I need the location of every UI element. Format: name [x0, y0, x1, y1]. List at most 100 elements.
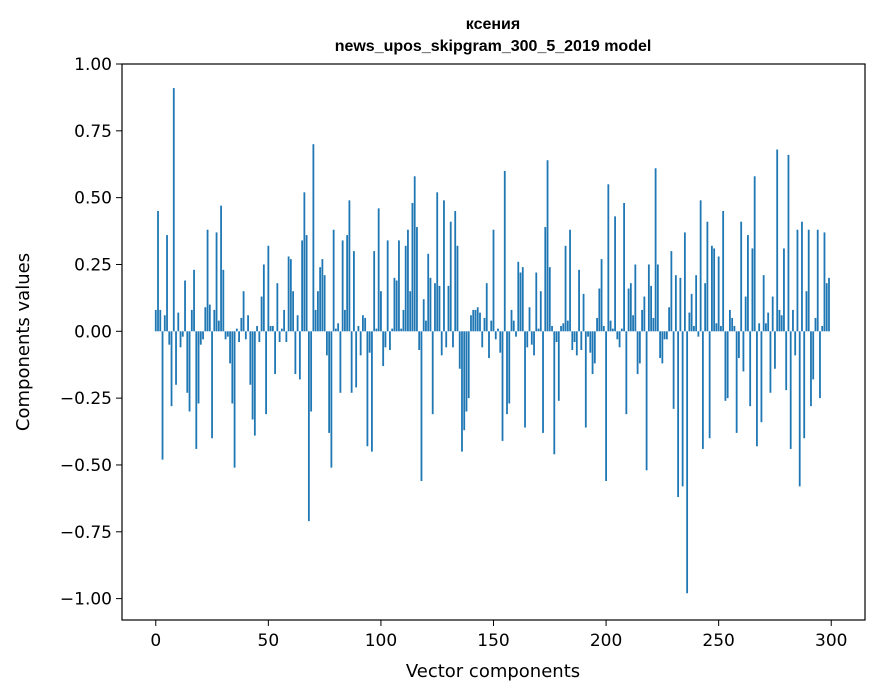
x-tick-label: 300	[815, 631, 847, 651]
bar	[508, 331, 511, 404]
bar	[711, 245, 713, 332]
bar	[269, 325, 272, 332]
bar	[584, 331, 587, 428]
bar	[715, 323, 718, 332]
bar	[650, 285, 653, 332]
bar	[294, 331, 297, 375]
bar	[296, 315, 299, 332]
bar	[208, 304, 211, 332]
bar	[472, 309, 475, 332]
bar	[391, 328, 394, 332]
x-tick-label: 100	[365, 631, 397, 651]
bar	[181, 331, 184, 337]
bar	[265, 331, 267, 415]
bar	[706, 221, 709, 332]
bar	[690, 293, 693, 332]
bar	[652, 317, 655, 332]
bar	[206, 229, 209, 332]
bar	[729, 309, 731, 332]
bar	[699, 200, 702, 332]
bar	[593, 331, 596, 364]
bar	[512, 320, 515, 332]
bar	[519, 272, 522, 332]
bar	[789, 331, 792, 449]
bar	[226, 331, 229, 337]
bar	[344, 309, 346, 332]
bar	[168, 331, 171, 345]
bar	[280, 328, 283, 332]
bar	[359, 331, 362, 356]
bar	[647, 264, 650, 332]
bar	[251, 331, 254, 420]
bar	[627, 288, 630, 332]
chart-subtitle: news_upos_skipgram_300_5_2019 model	[335, 38, 652, 55]
bar	[769, 331, 772, 393]
bar	[767, 312, 770, 332]
bar	[447, 285, 450, 332]
bar	[389, 331, 391, 351]
bar	[319, 267, 322, 332]
bar	[418, 331, 421, 351]
bar	[803, 331, 806, 439]
bar	[184, 280, 186, 332]
bar	[632, 315, 634, 332]
bar	[175, 331, 177, 385]
x-axis-label: Vector components	[406, 661, 580, 682]
bar	[722, 211, 725, 332]
bar	[753, 176, 756, 332]
bar	[812, 331, 815, 380]
bar	[220, 205, 222, 332]
bar	[629, 283, 632, 332]
bar	[695, 275, 698, 332]
bar	[425, 320, 427, 332]
bar	[724, 331, 727, 401]
y-tick-label: 0.00	[74, 322, 112, 342]
bar	[557, 331, 560, 401]
bar	[368, 331, 371, 353]
bar	[726, 331, 729, 399]
bar	[654, 168, 657, 332]
bar	[222, 269, 225, 332]
bar	[247, 315, 249, 332]
bar	[303, 192, 306, 332]
bar	[533, 331, 535, 356]
x-tick-label: 250	[702, 631, 734, 651]
bar	[701, 331, 704, 449]
bar	[357, 325, 360, 332]
bar	[560, 325, 562, 332]
bar	[307, 331, 310, 522]
bar	[620, 328, 623, 332]
bar	[260, 296, 263, 332]
bar	[713, 248, 716, 332]
bar	[253, 331, 256, 436]
bar	[328, 331, 331, 433]
bar	[634, 264, 637, 332]
bar	[407, 229, 409, 332]
bar	[677, 331, 680, 498]
bar	[166, 235, 168, 332]
bar	[362, 315, 364, 332]
x-tick-label: 200	[590, 631, 622, 651]
y-tick-label: 1.00	[74, 55, 112, 75]
bar	[157, 211, 159, 332]
bar	[796, 229, 799, 332]
bar	[535, 272, 538, 332]
bar	[814, 317, 817, 332]
bar	[350, 331, 353, 393]
bar	[616, 331, 619, 340]
bar	[434, 283, 436, 332]
bar	[427, 253, 430, 332]
bar	[483, 317, 486, 332]
bar	[670, 251, 673, 332]
bar	[805, 291, 808, 332]
bar	[546, 160, 549, 332]
bar	[244, 331, 247, 340]
bar	[792, 309, 794, 332]
bar	[474, 309, 477, 332]
bar	[402, 309, 405, 332]
bar	[229, 331, 231, 364]
bar	[325, 331, 328, 356]
bar	[580, 331, 583, 351]
bar	[571, 331, 574, 351]
bar	[479, 312, 481, 332]
